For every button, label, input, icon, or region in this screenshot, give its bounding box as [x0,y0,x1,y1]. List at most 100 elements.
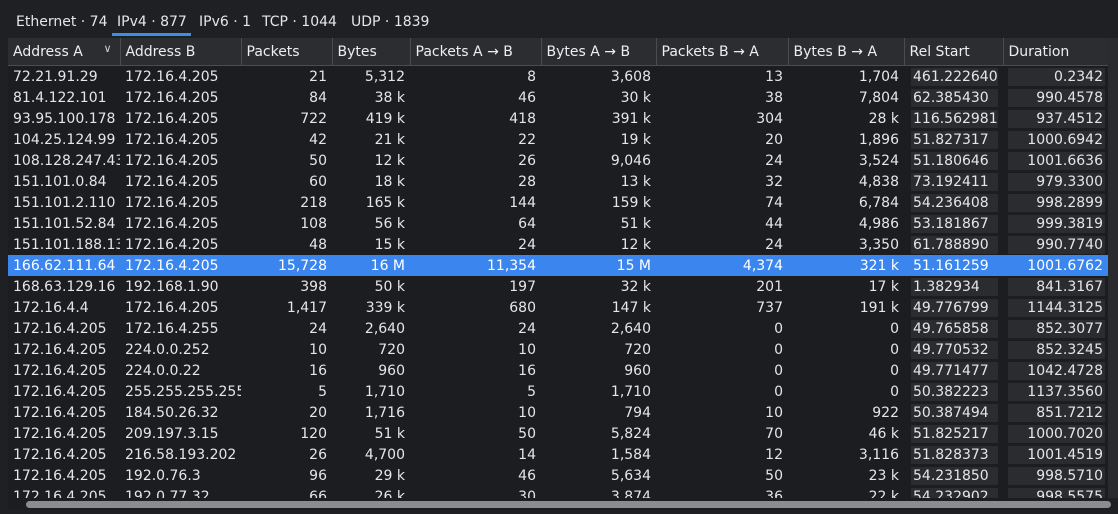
table-cell: 32 k [620,278,651,295]
column-header-address-b[interactable]: Address B [120,38,242,66]
column-header-packets-a-to-b[interactable]: Packets A → B [410,38,542,66]
table-cell: 3,524 [858,152,899,169]
horizontal-scrollbar[interactable] [8,498,1111,510]
cell-value: 49.765858 [911,320,998,338]
table-row[interactable]: 72.21.91.29 172.16.4.205 21 5,312 8 3,608 13 1,… [8,66,1110,88]
table-cell: 937.4512 [1003,108,1110,129]
table-row[interactable]: 172.16.4.205 184.50.26.32 20 1,716 10 794 10 92… [8,402,1110,423]
table-cell: 339 k [365,299,405,316]
table-cell: 172.16.4.205 [125,110,219,127]
table-header: Address A ∨ Address B Packets Bytes Packe… [8,38,1110,66]
cell-value: 998.5710 [1008,467,1105,485]
table-row[interactable]: 151.101.188.134 172.16.4.205 48 15 k 24 12 k 2… [8,234,1110,255]
table-cell: 192.168.1.90 [125,278,219,295]
column-header-packets-b-to-a[interactable]: Packets B → A [656,38,789,66]
column-header-bytes-a-to-b[interactable]: Bytes A → B [541,38,657,66]
table-cell: 151.101.52.84 [13,215,116,232]
table-cell: 5,634 [610,467,651,484]
table-cell: 26 k [374,488,405,499]
table-cell: 120 [300,425,327,442]
table-cell: 172.16.4.205 [125,68,219,85]
table-cell: 2,640 [610,320,651,337]
table-cell: 16 M [332,255,410,276]
table-row[interactable]: 172.16.4.4 172.16.4.205 1,417 339 k 680 147 k… [8,297,1110,318]
cell-value: 51.827317 [911,131,998,149]
column-header-address-a[interactable]: Address A ∨ [8,38,121,66]
table-cell: 1,710 [364,383,405,400]
column-header-bytes-b-to-a[interactable]: Bytes B → A [788,38,905,66]
table-cell: 20 [765,131,783,148]
table-cell: 14 [518,446,536,463]
table-row[interactable]: 81.4.122.101 172.16.4.205 84 38 k 46 30 k 38 7,… [8,87,1110,108]
chevron-down-icon: ∨ [103,42,112,55]
table-row[interactable]: 172.16.4.205 216.58.193.202 26 4,700 14 1,584… [8,444,1110,465]
horizontal-scrollbar-thumb[interactable] [26,501,1111,508]
table-cell: 74 [765,194,783,211]
table-row[interactable]: 108.128.247.43 172.16.4.205 50 12 k 26 9,046 2… [8,150,1110,171]
table-cell: 191 k [859,299,899,316]
table-cell: 1,704 [858,68,899,85]
table-cell: 0 [774,341,783,358]
table-row[interactable]: 172.16.4.205 209.197.3.15 120 51 k 50 5,824 70… [8,423,1110,444]
table-cell: 1,716 [364,404,405,421]
cell-value: 53.181867 [911,215,998,233]
table-cell: 21 [309,68,327,85]
table-row[interactable]: 151.101.2.110 172.16.4.205 218 165 k 144 159 … [8,192,1110,213]
vertical-scrollbar[interactable] [1108,38,1118,498]
table-cell: 93.95.100.178 [13,110,116,127]
table-row[interactable]: 93.95.100.178 172.16.4.205 722 419 k 418 391 … [8,108,1110,129]
tab-ethernet[interactable]: Ethernet · 74 [16,14,108,30]
table-cell: 54.232902 [904,486,1003,498]
column-header-rel-start[interactable]: Rel Start [904,38,1004,66]
table-cell: 73.192411 [904,171,1003,192]
table-cell: 999.3819 [1003,213,1110,234]
tab-tcp[interactable]: TCP · 1044 [262,14,337,30]
table-cell: 418 [509,110,536,127]
cell-value: 116.562981 [911,110,998,128]
table-cell: 960 [378,362,405,379]
table-cell: 1001.6636 [1003,150,1110,171]
table-cell: 70 [765,425,783,442]
table-row[interactable]: 172.16.4.205 192.0.77.32 66 26 k 30 3,874 36 22… [8,486,1110,498]
table-cell: 5,312 [364,68,405,85]
table-cell: 51.161259 [904,255,1003,276]
table-row[interactable]: 172.16.4.205 255.255.255.255 5 1,710 5 1,710 0… [8,381,1110,402]
table-row[interactable]: 104.25.124.99 172.16.4.205 42 21 k 22 19 k 20 1… [8,129,1110,150]
table-cell: 30 [518,488,536,499]
table-row[interactable]: 172.16.4.205 224.0.0.22 16 960 16 960 0 0 49.771… [8,360,1110,381]
table-cell: 737 [756,299,783,316]
table-row[interactable]: 151.101.0.84 172.16.4.205 60 18 k 28 13 k 32 4,… [8,171,1110,192]
table-cell: 96 [309,467,327,484]
table-cell: 51.825217 [904,423,1003,444]
tab-ipv6[interactable]: IPv6 · 1 [199,14,252,30]
table-row[interactable]: 172.16.4.205 224.0.0.252 10 720 10 720 0 0 49.77… [8,339,1110,360]
tab-ipv4[interactable]: IPv4 · 877 [112,10,191,36]
table-cell: 28 k [868,110,899,127]
table-cell: 9,046 [610,152,651,169]
table-cell: 12 k [374,152,405,169]
table-cell: 51.828373 [904,444,1003,465]
table-cell: 159 k [611,194,651,211]
cell-value: 51.825217 [911,425,998,443]
table-cell: 197 [509,278,536,295]
table-row[interactable]: 151.101.52.84 172.16.4.205 108 56 k 64 51 k 44… [8,213,1110,234]
column-header-duration[interactable]: Duration [1003,38,1110,66]
table-row[interactable]: 168.63.129.16 192.168.1.90 398 50 k 197 32 k 2… [8,276,1110,297]
table-cell: 1.382934 [904,276,1003,297]
table-cell: 46 k [868,425,899,442]
table-cell: 172.16.4.205 [13,362,107,379]
table-row[interactable]: 172.16.4.205 192.0.76.3 96 29 k 46 5,634 50 23 … [8,465,1110,486]
tab-udp[interactable]: UDP · 1839 [351,14,430,30]
table-cell: 201 [756,278,783,295]
table-row[interactable]: 172.16.4.205 172.16.4.255 24 2,640 24 2,640 0 0… [8,318,1110,339]
table-cell: 50 [518,425,536,442]
table-cell: 116.562981 [904,108,1003,129]
table-cell: 841.3167 [1003,276,1110,297]
column-header-bytes[interactable]: Bytes [332,38,411,66]
table-cell: 54.231850 [904,465,1003,486]
cell-value: 998.2899 [1008,194,1105,212]
column-header-packets[interactable]: Packets [241,38,333,66]
table-row-selected[interactable]: 166.62.111.64 172.16.4.205 15,728 16 M 11,35… [8,255,1110,276]
table-cell: 10 [518,404,536,421]
table-cell: 192.0.76.3 [125,467,201,484]
